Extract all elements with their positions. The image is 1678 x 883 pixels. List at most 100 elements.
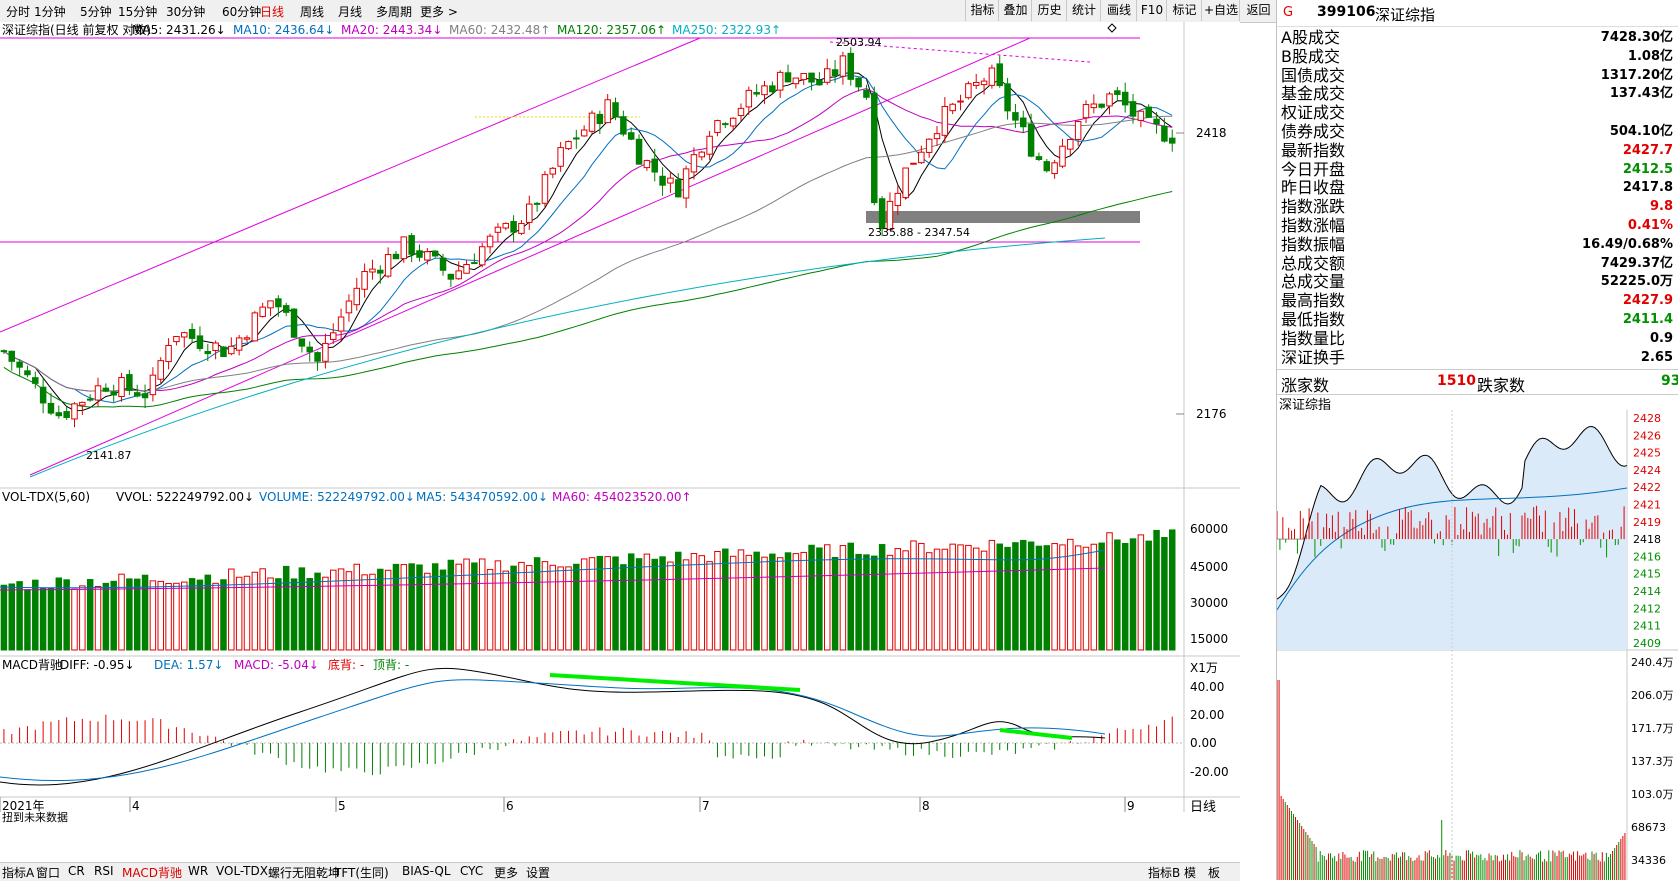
indicator-tab-0[interactable]: 指标A	[2, 866, 35, 880]
timeframe-0[interactable]: 分时	[6, 5, 31, 19]
indicator-tab-11[interactable]: 更多	[494, 866, 519, 880]
volume-bar	[455, 563, 462, 651]
volume-bar	[502, 570, 509, 651]
indicator-tab-1[interactable]: 窗口	[36, 866, 61, 880]
quote-row: 昨日收盘 2417.8	[1281, 178, 1673, 197]
volume-bar	[1153, 529, 1160, 651]
toolbar-button-4[interactable]: 画线	[1100, 0, 1137, 21]
volume-bar	[871, 555, 878, 651]
candle-body	[1051, 162, 1058, 175]
macd-legend-item: DEA: 1.57↓	[154, 658, 223, 672]
volume-bar	[377, 568, 384, 651]
volume-bar	[71, 588, 78, 651]
toolbar-button-3[interactable]: 统计	[1066, 0, 1101, 21]
toolbar-button-8[interactable]: 返回	[1239, 0, 1277, 21]
macd-axis-label: 40.00	[1190, 680, 1224, 694]
volume-bar	[39, 587, 47, 651]
volume-bar	[1137, 534, 1145, 651]
timeframe-7[interactable]: 周线	[300, 5, 325, 19]
candle-body	[816, 79, 823, 86]
volume-bar	[1121, 542, 1129, 651]
volume-bar	[110, 580, 117, 651]
volume-bar	[259, 568, 266, 651]
volume-bars	[0, 529, 1176, 651]
candle-body	[1098, 103, 1105, 108]
volume-bar	[16, 581, 23, 651]
candle-body	[102, 387, 110, 392]
indicator-tab-10[interactable]: CYC	[460, 864, 484, 878]
volume-bar	[220, 579, 227, 651]
volume-bar	[55, 577, 63, 651]
candle-body	[965, 83, 972, 99]
candle-body	[1004, 83, 1011, 112]
panel-tab-2[interactable]: 板	[1208, 866, 1221, 880]
indicator-tab-12[interactable]: 设置	[526, 866, 551, 880]
volume-bar	[369, 573, 376, 651]
quote-label: 指数涨跌	[1281, 197, 1346, 217]
security-name: 深证综指	[1375, 6, 1436, 24]
candle-body	[933, 133, 941, 140]
toolbar-button-7[interactable]: +自选	[1201, 0, 1240, 21]
candle-body	[604, 99, 611, 124]
quote-label: 债券成交	[1281, 122, 1346, 141]
indicator-tab-6[interactable]: VOL-TDX	[216, 864, 268, 878]
date-axis-label: 4	[132, 799, 140, 813]
candle-body	[557, 147, 564, 167]
quote-header: G 399106 深证综指	[1277, 0, 1678, 27]
indicator-tab-7[interactable]: 螺行无阻乾坤	[268, 866, 341, 880]
volume-bar	[1020, 539, 1027, 651]
candle-body	[627, 132, 635, 140]
support-zone	[866, 211, 1140, 223]
volume-bar	[1098, 542, 1105, 651]
volume-bar	[298, 567, 306, 651]
candle-body	[24, 370, 31, 376]
volume-bar	[228, 568, 235, 651]
indicator-tab-8[interactable]: TFT(生同)	[334, 866, 389, 880]
panel-tab-1[interactable]: 模	[1184, 866, 1197, 880]
indicator-tab-5[interactable]: WR	[188, 864, 209, 878]
volume-bar	[753, 551, 760, 651]
candle-body	[839, 55, 847, 77]
toolbar-button-2[interactable]: 历史	[1031, 0, 1067, 21]
kline-chart-svg[interactable]: 深证综指(日线 前复权 对数)MA5: 2431.26↓ MA10: 2436.6…	[0, 22, 1240, 880]
timeframe-4[interactable]: 30分钟	[166, 5, 206, 19]
panel-tab-0[interactable]: 指标B	[1148, 866, 1181, 880]
timeframe-6[interactable]: 日线	[260, 5, 285, 19]
toolbar-button-6[interactable]: 标记	[1166, 0, 1202, 21]
chart-area[interactable]: 深证综指(日线 前复权 对数) MA5: 2431.26↓ MA10: 2436.6…	[0, 22, 1240, 880]
timeframe-2[interactable]: 5分钟	[80, 5, 112, 19]
volume-legend-item: MA60: 454023520.00↑	[552, 490, 692, 504]
volume-bar	[902, 550, 909, 651]
candle-body	[886, 200, 894, 230]
timeframe-5[interactable]: 60分钟	[222, 5, 262, 19]
candle-body	[659, 175, 666, 186]
intraday-chart-svg[interactable]: 2428 2426 2425 2424 2422 2421 2419 2418 2416 2415…	[1277, 410, 1678, 880]
top-divergence-line	[549, 673, 801, 692]
timeframe-3[interactable]: 15分钟	[118, 5, 158, 19]
candle-body	[424, 251, 431, 261]
indicator-tab-4[interactable]: MACD背驰	[122, 866, 182, 880]
date-axis-label: 7	[702, 799, 710, 813]
candle-body	[188, 328, 196, 339]
indicator-tab-2[interactable]: CR	[68, 864, 85, 878]
toolbar-button-1[interactable]: 叠加	[998, 0, 1032, 21]
indicator-tab-3[interactable]: RSI	[94, 864, 114, 878]
candle-body	[682, 168, 690, 199]
volume-bar	[181, 581, 188, 651]
toolbar-button-5[interactable]: F10	[1136, 0, 1167, 21]
volume-bar	[251, 571, 259, 651]
timeframe-8[interactable]: 月线	[338, 5, 363, 19]
volume-legend: VOL-TDX(5,60) VVOL: 522249792.00↓ VOLUME: …	[2, 490, 692, 504]
candle-body	[1012, 112, 1019, 121]
candle-body	[306, 346, 313, 353]
timeframe-9[interactable]: 多周期	[376, 5, 413, 19]
timeframe-10[interactable]: 更多 >	[420, 5, 458, 19]
timeframe-1[interactable]: 1分钟	[34, 5, 66, 19]
candle-body	[573, 137, 580, 140]
quote-row: 最新指数 2427.7	[1281, 141, 1673, 160]
volume-bar	[761, 556, 768, 651]
indicator-tab-9[interactable]: BIAS-QL	[402, 864, 451, 878]
candle-body	[549, 167, 557, 175]
toolbar-button-0[interactable]: 指标	[965, 0, 999, 21]
volume-bar	[776, 557, 784, 651]
